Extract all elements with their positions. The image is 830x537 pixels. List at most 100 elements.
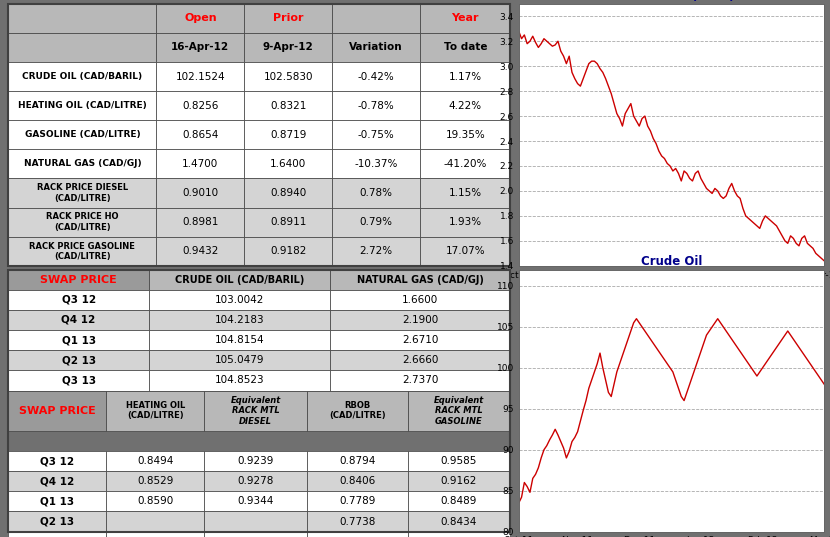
Bar [156, 178, 244, 208]
Text: 0.9432: 0.9432 [182, 246, 218, 256]
Bar [420, 149, 510, 178]
Bar [8, 270, 149, 290]
Bar [332, 208, 420, 237]
Bar [8, 237, 156, 266]
Text: Equivalent
RACK MTL
GASOLINE: Equivalent RACK MTL GASOLINE [434, 396, 484, 426]
Bar [156, 4, 244, 33]
Text: SWAP PRICE: SWAP PRICE [40, 274, 117, 285]
Text: 102.1524: 102.1524 [176, 71, 225, 82]
Text: Q3 12: Q3 12 [61, 295, 95, 305]
Bar [420, 208, 510, 237]
Bar [420, 91, 510, 120]
Bar [332, 237, 420, 266]
Text: 0.9182: 0.9182 [270, 246, 306, 256]
Text: 1.6400: 1.6400 [270, 159, 306, 169]
Text: 0.8494: 0.8494 [137, 456, 173, 466]
Text: 0.78%: 0.78% [359, 188, 393, 198]
Text: Year: Year [452, 13, 479, 23]
Bar [408, 491, 510, 511]
Bar [332, 149, 420, 178]
Bar [156, 62, 244, 91]
Text: Equivalent
RACK MTL
DIESEL: Equivalent RACK MTL DIESEL [231, 396, 281, 426]
Bar [156, 120, 244, 149]
Text: 105.0479: 105.0479 [214, 355, 264, 365]
Bar [307, 491, 408, 511]
Bar [330, 350, 510, 371]
Text: 0.8794: 0.8794 [339, 456, 375, 466]
Bar [408, 511, 510, 532]
Bar [244, 4, 332, 33]
Text: Prior: Prior [273, 13, 304, 23]
Text: Q3 12: Q3 12 [40, 456, 75, 466]
Bar [8, 62, 156, 91]
Text: 0.8981: 0.8981 [182, 217, 218, 227]
Bar [156, 237, 244, 266]
Bar [204, 471, 307, 491]
Bar [156, 149, 244, 178]
Bar [408, 471, 510, 491]
Text: 0.9239: 0.9239 [237, 456, 274, 466]
Bar [8, 511, 106, 532]
Bar [8, 120, 156, 149]
Bar [330, 290, 510, 310]
Text: -0.75%: -0.75% [358, 130, 394, 140]
Bar [149, 371, 330, 390]
Text: 4.22%: 4.22% [449, 100, 482, 111]
Bar [156, 208, 244, 237]
Bar [106, 491, 204, 511]
Text: 0.8321: 0.8321 [270, 100, 306, 111]
Text: 0.8911: 0.8911 [270, 217, 306, 227]
Bar [8, 390, 106, 431]
Text: 0.8940: 0.8940 [270, 188, 306, 198]
Text: RACK PRICE DIESEL
(CAD/LITRE): RACK PRICE DIESEL (CAD/LITRE) [37, 183, 128, 203]
Bar [408, 532, 510, 537]
Title: Crude Oil: Crude Oil [641, 256, 702, 268]
Bar [420, 120, 510, 149]
Text: 2.72%: 2.72% [359, 246, 393, 256]
Bar [332, 178, 420, 208]
Bar [8, 330, 149, 350]
Text: Q3 13: Q3 13 [61, 375, 95, 386]
Bar [8, 451, 106, 471]
Bar [8, 33, 156, 62]
Text: 17.07%: 17.07% [446, 246, 485, 256]
Text: 1.17%: 1.17% [449, 71, 482, 82]
Bar [307, 471, 408, 491]
Bar [8, 149, 156, 178]
Text: -41.20%: -41.20% [443, 159, 487, 169]
Bar [8, 91, 156, 120]
Text: 1.15%: 1.15% [449, 188, 482, 198]
Bar [244, 91, 332, 120]
Bar [244, 149, 332, 178]
Text: 0.9010: 0.9010 [183, 188, 218, 198]
Bar [420, 237, 510, 266]
Text: 19.35%: 19.35% [446, 130, 485, 140]
Text: 2.6660: 2.6660 [402, 355, 438, 365]
Text: 0.9162: 0.9162 [441, 476, 477, 486]
Bar [106, 390, 204, 431]
Bar [106, 471, 204, 491]
Bar [149, 290, 330, 310]
Bar [8, 290, 149, 310]
Bar [8, 471, 106, 491]
Text: CRUDE OIL (CAD/BARIL): CRUDE OIL (CAD/BARIL) [174, 274, 304, 285]
Text: 0.8654: 0.8654 [182, 130, 218, 140]
Text: 104.8154: 104.8154 [214, 335, 264, 345]
Text: 0.8719: 0.8719 [270, 130, 306, 140]
Text: Variation: Variation [349, 42, 403, 53]
Bar [204, 532, 307, 537]
Bar [149, 330, 330, 350]
Bar [8, 350, 149, 371]
Bar [106, 511, 204, 532]
Bar [8, 310, 149, 330]
Text: Q2 13: Q2 13 [40, 517, 75, 527]
Text: NATURAL GAS (CAD/GJ): NATURAL GAS (CAD/GJ) [23, 159, 141, 169]
Bar [8, 178, 156, 208]
Bar [244, 237, 332, 266]
Bar [106, 451, 204, 471]
Bar [332, 4, 420, 33]
Bar [330, 270, 510, 290]
Bar [8, 4, 156, 33]
Bar [307, 511, 408, 532]
Text: 0.9344: 0.9344 [237, 496, 274, 506]
